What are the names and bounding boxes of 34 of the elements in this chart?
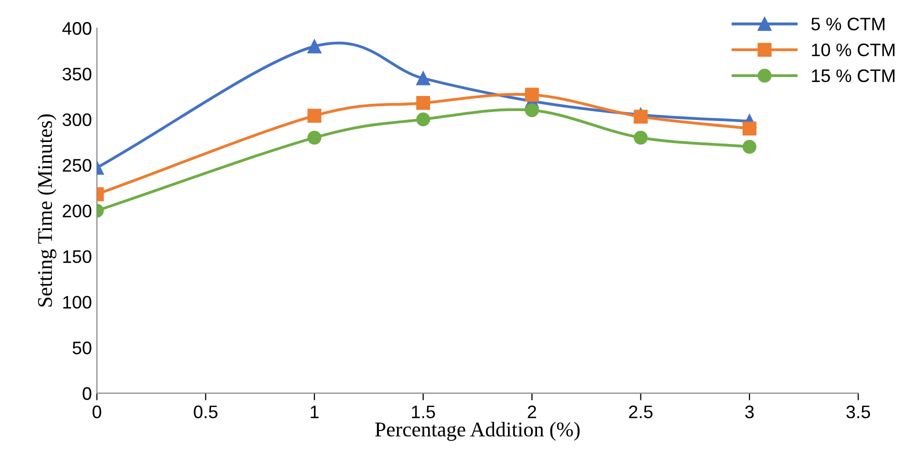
point [742,122,756,136]
y-axis-title: Setting Time (Minutes) [37,114,56,307]
legend-label: 15 % CTM [812,69,894,82]
y-tick-label: 200 [62,204,92,218]
x-tick-label: 3.5 [846,406,870,418]
x-tick-label: 1 [310,406,319,418]
y-tick-label: 150 [63,250,92,264]
point [307,130,322,145]
x-axis-title: Percentage Addition (%) [375,422,580,441]
point [307,39,322,54]
x-tick-label: 1.5 [412,406,435,418]
point [634,130,648,145]
point [416,112,430,126]
point [416,96,430,110]
point [525,103,539,118]
x-tick-label: 0 [92,406,102,418]
point [307,108,322,123]
y-tick-label: 50 [72,342,92,354]
point [634,110,648,124]
y-tick-label: 350 [62,68,92,80]
point [416,71,430,86]
point [742,140,756,154]
x-tick-label: 0.5 [194,406,218,418]
x-tick-label: 2.5 [629,406,653,418]
point [525,88,539,102]
x-tick-label: 3 [745,406,754,418]
legend-label: 10 % CTM [812,44,894,56]
y-tick-label: 0 [82,387,92,400]
legend-label: 5 % CTM [811,18,884,30]
y-tick-label: 400 [62,22,92,35]
y-tick-label: 100 [63,296,92,309]
y-tick-label: 300 [62,113,92,126]
x-tick-label: 2 [528,406,536,418]
y-tick-label: 250 [62,158,92,172]
